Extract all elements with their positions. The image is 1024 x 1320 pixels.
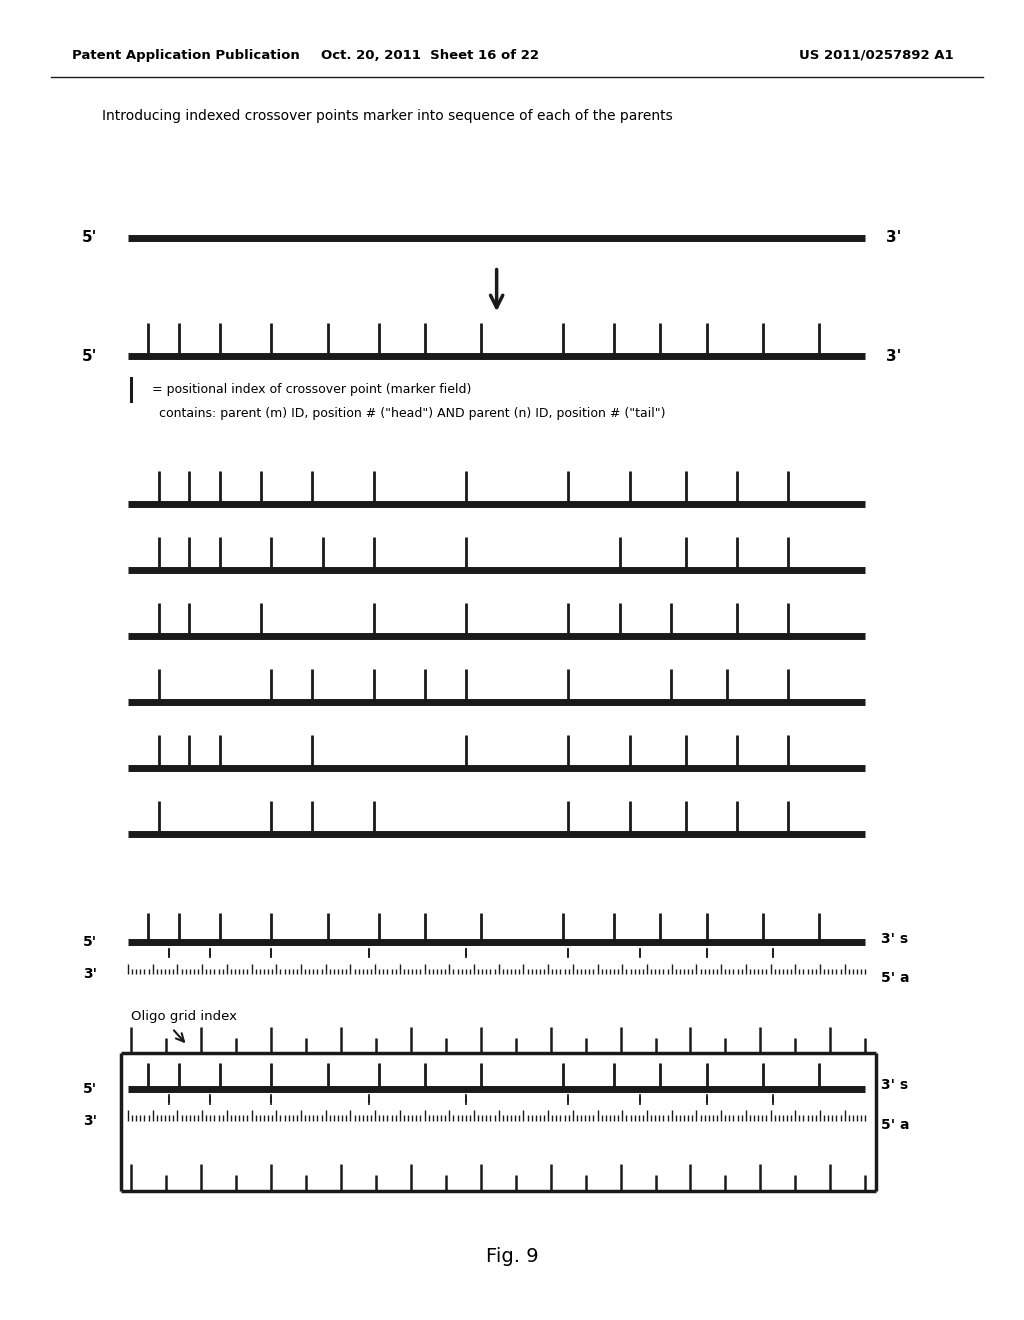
Text: = positional index of crossover point (marker field): = positional index of crossover point (m…	[152, 383, 471, 396]
Text: 5': 5'	[82, 230, 97, 246]
Text: 3': 3'	[83, 1114, 97, 1127]
Text: 5' a: 5' a	[881, 972, 909, 985]
Text: 3': 3'	[83, 968, 97, 981]
Text: 5': 5'	[82, 348, 97, 364]
Text: 3': 3'	[886, 230, 901, 246]
Text: 3' s: 3' s	[881, 1078, 907, 1092]
Text: 5' a: 5' a	[881, 1118, 909, 1131]
Text: 5': 5'	[83, 936, 97, 949]
Text: Patent Application Publication: Patent Application Publication	[72, 49, 299, 62]
Text: contains: parent (m) ID, position # ("head") AND parent (n) ID, position # ("tai: contains: parent (m) ID, position # ("he…	[159, 407, 666, 420]
Text: Fig. 9: Fig. 9	[485, 1247, 539, 1266]
Text: 5': 5'	[83, 1082, 97, 1096]
Text: 3' s: 3' s	[881, 932, 907, 945]
Text: Oct. 20, 2011  Sheet 16 of 22: Oct. 20, 2011 Sheet 16 of 22	[322, 49, 539, 62]
Text: US 2011/0257892 A1: US 2011/0257892 A1	[799, 49, 953, 62]
Text: Oligo grid index: Oligo grid index	[131, 1010, 238, 1023]
Text: Introducing indexed crossover points marker into sequence of each of the parents: Introducing indexed crossover points mar…	[102, 110, 673, 123]
Text: 3': 3'	[886, 348, 901, 364]
